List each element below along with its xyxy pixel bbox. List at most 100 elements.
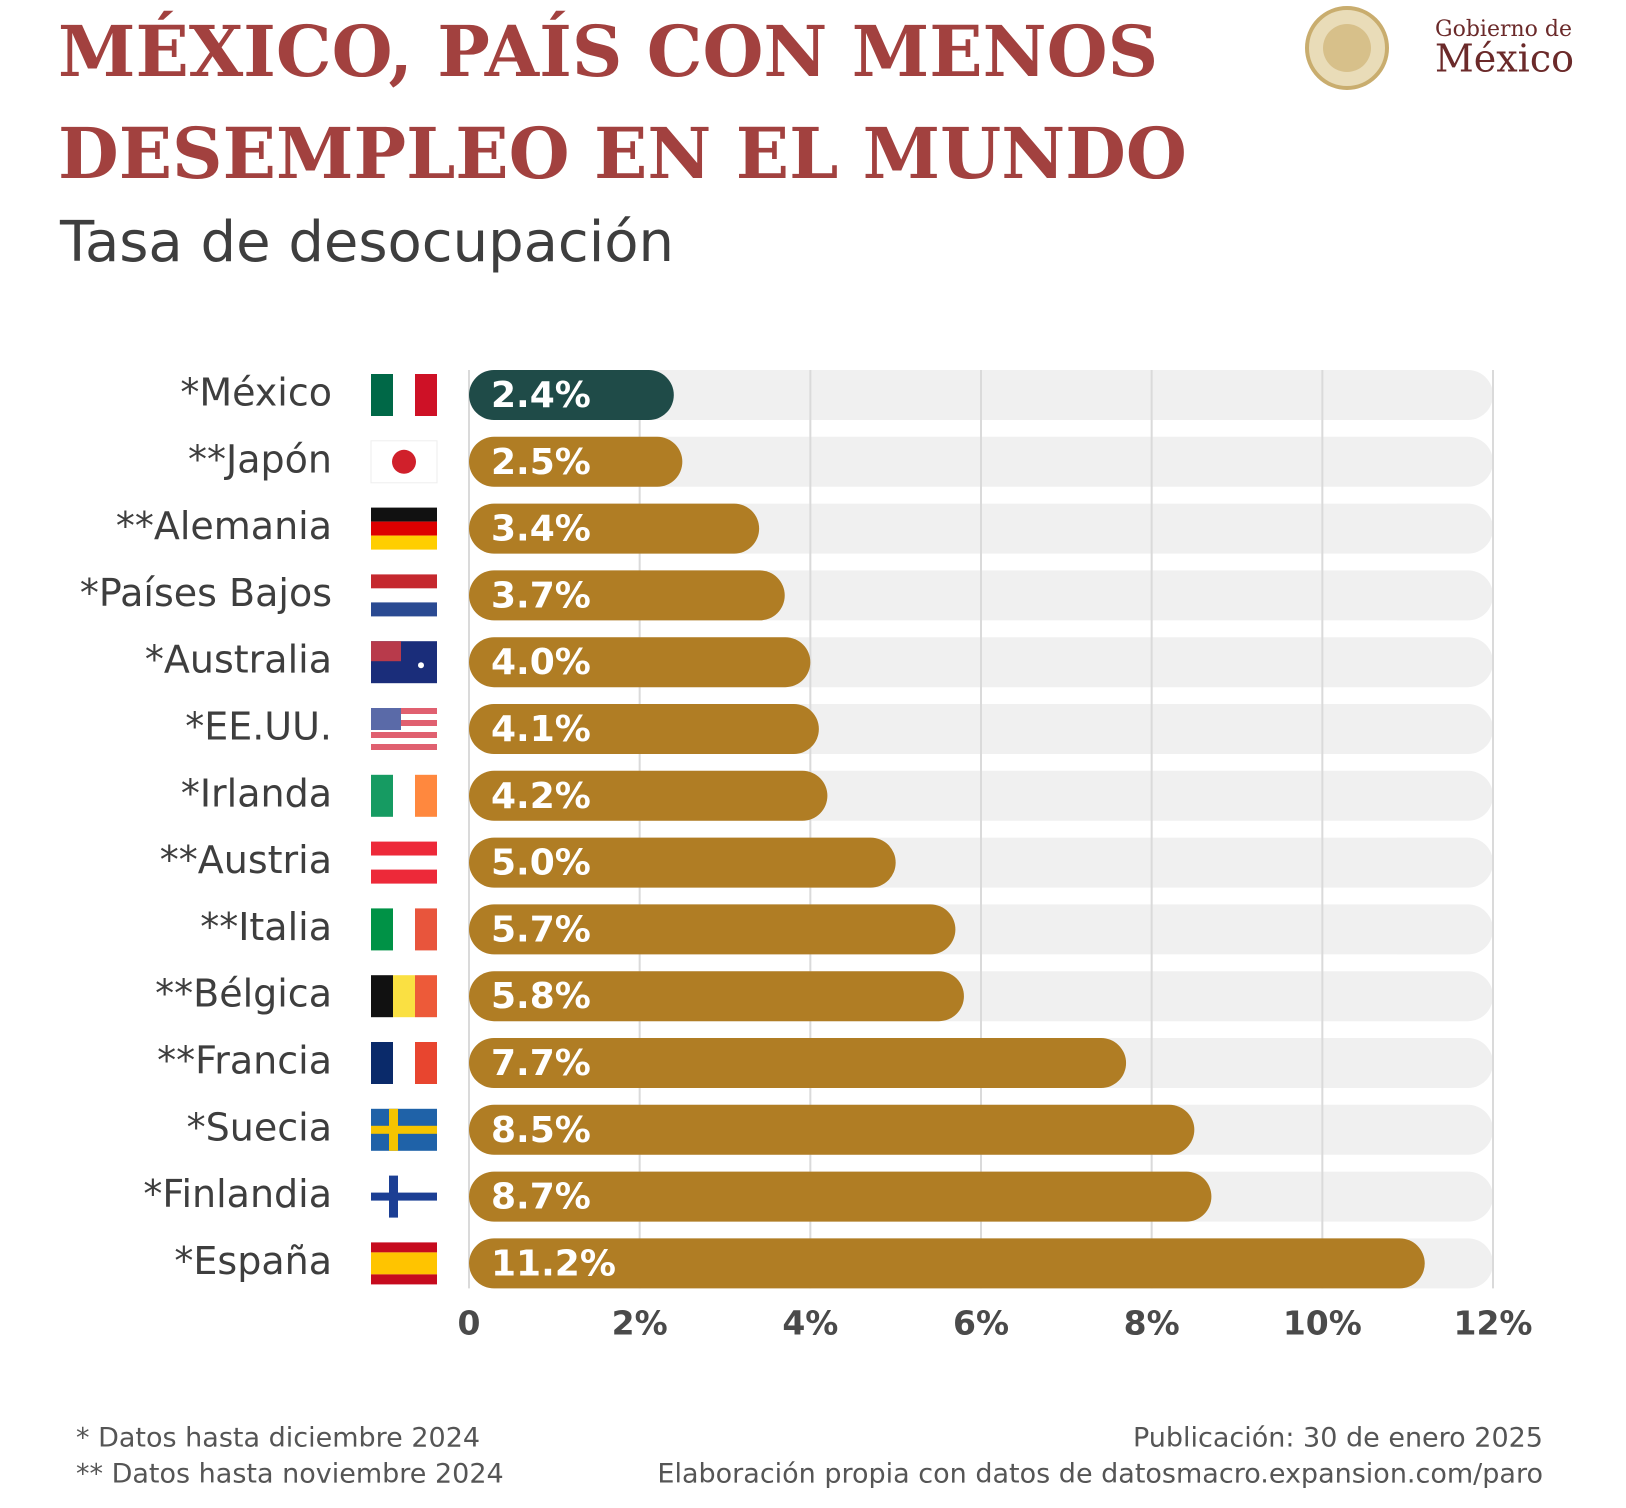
bar bbox=[469, 637, 811, 688]
flag bbox=[371, 841, 437, 884]
flag bbox=[371, 574, 437, 617]
value-label: 2.5% bbox=[491, 442, 591, 483]
category-label: *España bbox=[174, 1239, 332, 1283]
category-label: **Japón bbox=[188, 437, 332, 481]
flag-part bbox=[371, 521, 437, 536]
category-label: *EE.UU. bbox=[185, 705, 332, 749]
category-label: *México bbox=[180, 371, 332, 415]
flag-part bbox=[418, 662, 424, 669]
flag-part bbox=[393, 374, 415, 416]
x-tick-label: 0 bbox=[458, 1304, 481, 1343]
category-label: **Alemania bbox=[116, 504, 332, 548]
flag bbox=[371, 1108, 437, 1151]
flag bbox=[371, 1175, 437, 1218]
value-label: 4.0% bbox=[491, 642, 591, 683]
flag-part bbox=[371, 732, 437, 738]
flag-part bbox=[371, 726, 437, 732]
flag-part bbox=[415, 1042, 437, 1084]
chart-subtitle: Tasa de desocupación bbox=[59, 210, 674, 275]
value-label: 4.2% bbox=[491, 776, 591, 817]
category-label: *Suecia bbox=[187, 1105, 332, 1149]
flag-part bbox=[371, 374, 393, 416]
bar bbox=[469, 370, 674, 420]
value-label: 2.4% bbox=[491, 375, 591, 416]
value-label: 8.5% bbox=[491, 1110, 591, 1151]
flag-part bbox=[393, 774, 415, 817]
flag-part bbox=[371, 602, 437, 617]
category-label: *Finlandia bbox=[143, 1172, 332, 1216]
category-label: *Irlanda bbox=[181, 771, 332, 815]
flag bbox=[371, 708, 437, 750]
bar bbox=[469, 503, 760, 554]
flag bbox=[371, 908, 437, 951]
x-tick-label: 8% bbox=[1124, 1304, 1180, 1343]
value-label: 4.1% bbox=[491, 709, 591, 750]
bar bbox=[469, 1238, 1425, 1289]
flag-part bbox=[371, 908, 393, 951]
flag-part bbox=[371, 1252, 437, 1275]
category-label: *Australia bbox=[145, 638, 332, 682]
x-tick-label: 4% bbox=[782, 1304, 838, 1343]
flag-part bbox=[371, 738, 437, 744]
bar bbox=[469, 837, 896, 888]
flag bbox=[371, 641, 437, 684]
footnote: * Datos hasta diciembre 2024 bbox=[76, 1423, 480, 1454]
bar bbox=[469, 904, 956, 955]
flag-part bbox=[371, 588, 437, 603]
flag-part bbox=[371, 535, 437, 550]
logo-emblem bbox=[1323, 24, 1371, 72]
chart-title: DESEMPLEO EN EL MUNDO bbox=[58, 112, 1187, 195]
value-label: 11.2% bbox=[491, 1243, 616, 1284]
flag bbox=[371, 1042, 437, 1084]
flag-part bbox=[393, 1042, 415, 1084]
value-label: 3.4% bbox=[491, 509, 591, 550]
flag-part bbox=[371, 1274, 437, 1285]
flag-part bbox=[371, 1042, 393, 1084]
category-label: **Bélgica bbox=[155, 972, 332, 1016]
value-label: 5.8% bbox=[491, 976, 591, 1017]
flag-part bbox=[371, 720, 437, 726]
bar bbox=[469, 436, 683, 487]
x-tick-label: 6% bbox=[953, 1304, 1009, 1343]
flag-part bbox=[371, 507, 437, 522]
bar bbox=[469, 770, 828, 821]
footnote: ** Datos hasta noviembre 2024 bbox=[76, 1459, 504, 1490]
category-label: **Italia bbox=[200, 905, 332, 949]
bar bbox=[469, 570, 785, 621]
logo: Gobierno de México bbox=[1305, 6, 1574, 90]
value-label: 3.7% bbox=[491, 575, 591, 616]
x-tick-label: 10% bbox=[1283, 1304, 1362, 1343]
flag bbox=[370, 440, 438, 484]
bar bbox=[469, 971, 964, 1022]
flag-part bbox=[371, 841, 437, 856]
flag-part bbox=[371, 1125, 437, 1134]
flag-part bbox=[371, 708, 437, 714]
publication: Publicación: 30 de enero 2025 bbox=[1133, 1423, 1543, 1454]
bar bbox=[469, 704, 819, 754]
chart-title: MÉXICO, PAÍS CON MENOS bbox=[58, 10, 1158, 93]
value-label: 5.0% bbox=[491, 843, 591, 884]
flag-part bbox=[415, 908, 437, 951]
flag-part bbox=[371, 1192, 437, 1201]
flag-part bbox=[415, 374, 437, 416]
flag bbox=[371, 1242, 437, 1285]
bar bbox=[469, 1038, 1127, 1088]
value-label: 8.7% bbox=[491, 1177, 591, 1218]
logo-text: México bbox=[1435, 37, 1574, 81]
category-label: **Austria bbox=[160, 838, 332, 882]
flag-part bbox=[415, 975, 437, 1018]
flag-part bbox=[371, 1242, 437, 1253]
flag-part bbox=[371, 975, 393, 1018]
flag-part bbox=[392, 449, 416, 474]
bar bbox=[469, 1171, 1212, 1222]
flag-part bbox=[371, 641, 401, 662]
category-label: *Países Bajos bbox=[80, 571, 332, 615]
flag-part bbox=[371, 744, 437, 750]
flag-part bbox=[371, 855, 437, 870]
x-tick-label: 12% bbox=[1454, 1304, 1533, 1343]
value-label: 5.7% bbox=[491, 909, 591, 950]
flag-part bbox=[371, 714, 437, 720]
flag-part bbox=[393, 908, 415, 951]
flag bbox=[371, 374, 437, 416]
flag bbox=[371, 774, 437, 817]
